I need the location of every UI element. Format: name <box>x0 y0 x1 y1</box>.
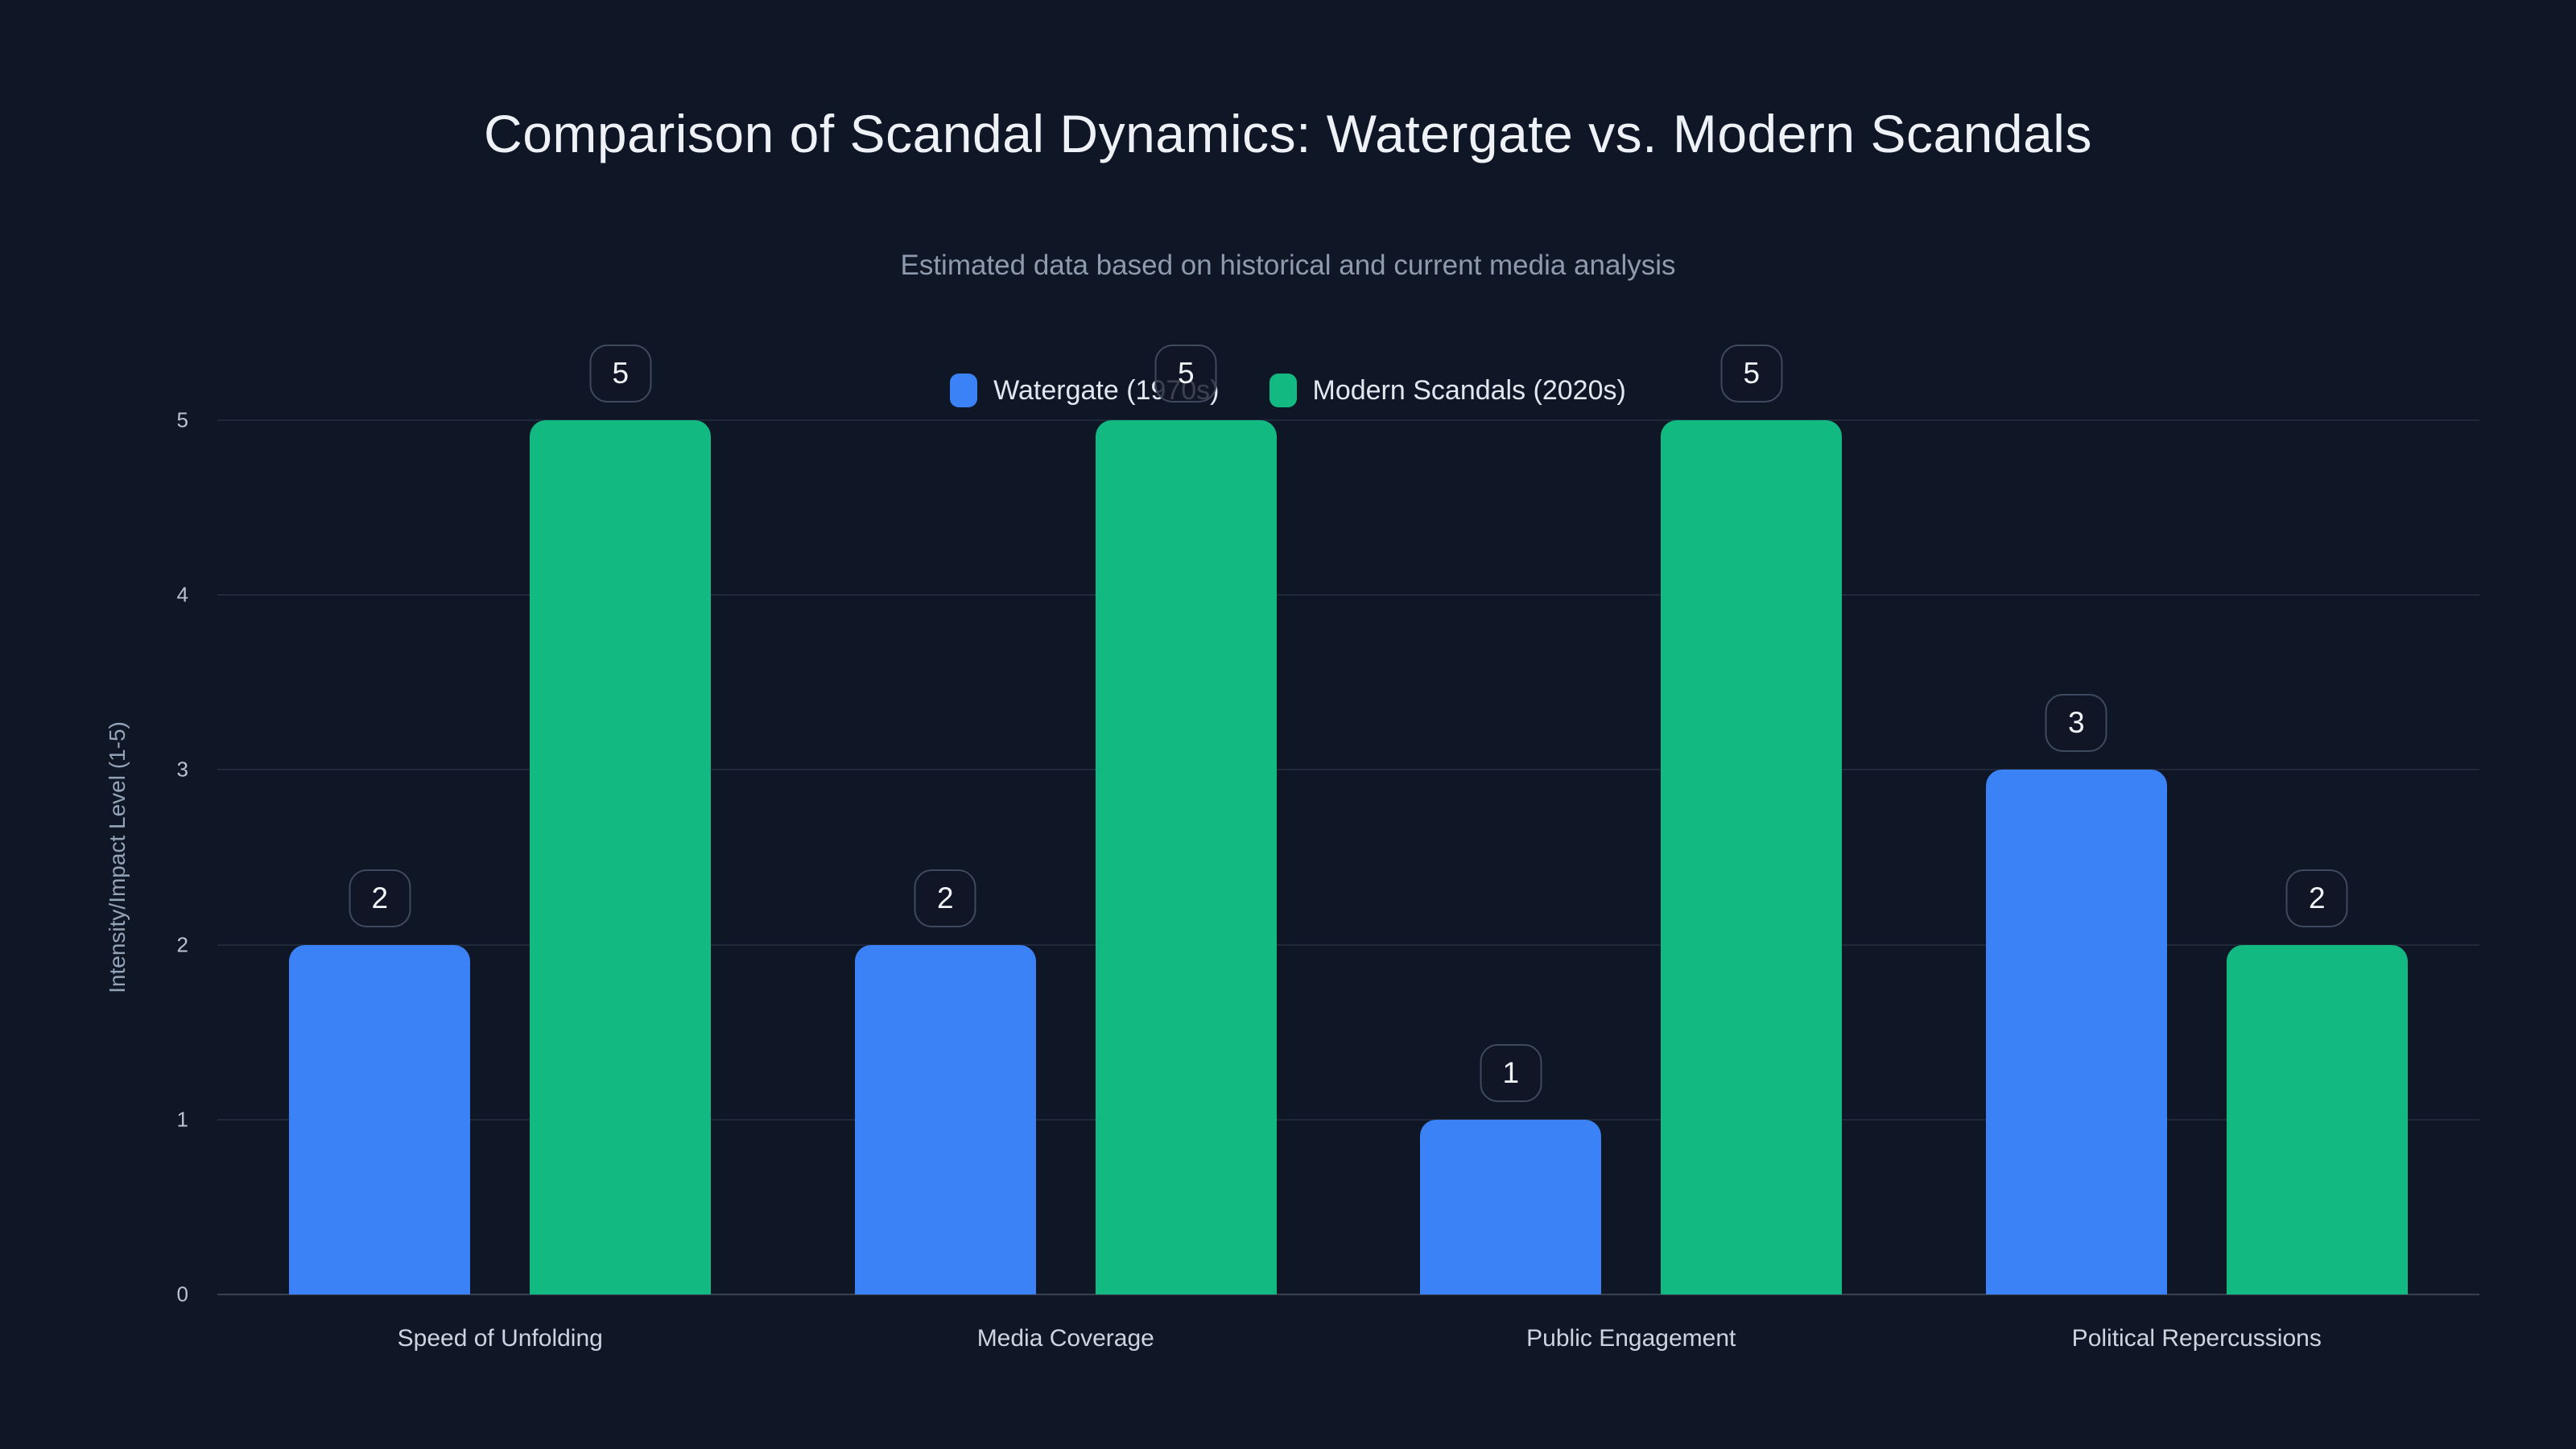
y-axis-tick-label: 0 <box>176 1282 188 1307</box>
x-axis-label-political-repercussions: Political Repercussions <box>2071 1325 2322 1352</box>
bar-modern-scandals-2020s-speed-of-unfolding[interactable] <box>530 420 712 1294</box>
bar-watergate-1970s-public-engagement[interactable] <box>1420 1119 1602 1294</box>
data-label-modern-scandals-2020s-political-repercussions: 2 <box>2285 869 2348 927</box>
chart-subtitle: Estimated data based on historical and c… <box>900 250 1676 281</box>
data-label-watergate-1970s-media-coverage: 2 <box>914 869 976 927</box>
gridline <box>217 943 2479 946</box>
legend-label-modern-scandals: Modern Scandals (2020s) <box>1312 374 1626 406</box>
plot-area: 0 1 2 3 4 5 Speed of Unfolding 2 5 Media Coverage… <box>177 345 2479 1352</box>
data-label-modern-scandals-2020s-media-coverage: 5 <box>1154 345 1217 402</box>
x-axis-baseline <box>217 1294 2479 1295</box>
bar-watergate-1970s-media-coverage[interactable] <box>854 944 1036 1294</box>
bar-modern-scandals-2020s-media-coverage[interactable] <box>1095 420 1277 1294</box>
y-axis-tick-label: 4 <box>176 582 188 607</box>
x-axis-label-speed-of-unfolding: Speed of Unfolding <box>397 1325 603 1352</box>
y-axis-tick-label: 2 <box>176 932 188 957</box>
y-axis-tick-label: 3 <box>176 757 188 782</box>
data-label-watergate-1970s-speed-of-unfolding: 2 <box>349 869 411 927</box>
gridline <box>217 594 2479 597</box>
bar-modern-scandals-2020s-political-repercussions[interactable] <box>2226 944 2408 1294</box>
x-axis-label-public-engagement: Public Engagement <box>1526 1325 1736 1352</box>
bar-watergate-1970s-political-repercussions[interactable] <box>1985 770 2167 1294</box>
chart-title: Comparison of Scandal Dynamics: Watergat… <box>484 104 2092 163</box>
legend-swatch-watergate <box>950 374 978 407</box>
gridline <box>217 1118 2479 1121</box>
y-axis-tick-label: 1 <box>176 1107 188 1132</box>
data-label-modern-scandals-2020s-public-engagement: 5 <box>1720 345 1783 402</box>
y-axis-tick-label: 5 <box>176 407 188 432</box>
data-label-watergate-1970s-political-repercussions: 3 <box>2045 694 2107 753</box>
y-axis-title: Intensity/Impact Level (1-5) <box>105 721 130 993</box>
data-label-modern-scandals-2020s-speed-of-unfolding: 5 <box>589 345 652 402</box>
x-axis-label-media-coverage: Media Coverage <box>976 1325 1154 1352</box>
legend-swatch-modern-scandals <box>1269 374 1297 407</box>
gridline <box>217 419 2479 421</box>
legend-item-modern-scandals[interactable]: Modern Scandals (2020s) <box>1269 374 1626 407</box>
bar-modern-scandals-2020s-public-engagement[interactable] <box>1661 420 1843 1294</box>
legend: Watergate (1970s) Modern Scandals (2020s… <box>0 362 2576 419</box>
gridline <box>217 769 2479 771</box>
bar-watergate-1970s-speed-of-unfolding[interactable] <box>289 944 471 1294</box>
data-label-watergate-1970s-public-engagement: 1 <box>1480 1043 1542 1102</box>
